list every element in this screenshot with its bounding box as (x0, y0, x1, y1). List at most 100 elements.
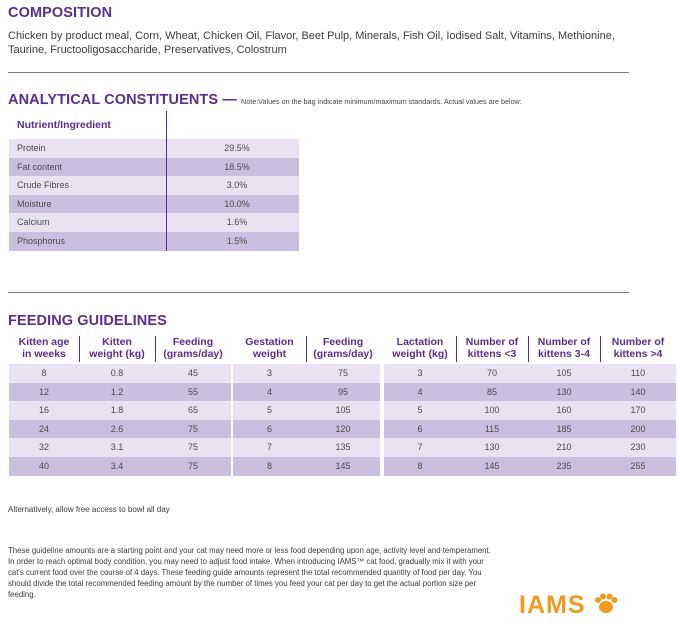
kitten-table: 8 0.8 45 12 1.2 55 16 1.8 65 24 2.6 75 32 3.1 75 40 3.4 7… (9, 364, 231, 476)
composition-text: Chicken by product meal, Corn, Wheat, Ch… (8, 30, 615, 56)
table-cell: 3 (266, 368, 272, 378)
table-cell: 8 (41, 368, 47, 378)
lactation-column-header: Number of kittens >4 (611, 336, 665, 360)
table-cell: 100 (484, 405, 500, 416)
table-row: Protein 29.5% (9, 139, 299, 158)
table-cell: 7 (266, 442, 272, 453)
table-cell: 130 (484, 442, 500, 453)
table-cell: 32 (38, 442, 49, 453)
table-cell: 16 (38, 405, 49, 416)
table-cell: 0.8 (110, 368, 124, 378)
lactation-column-header: Number of kittens <3 (465, 336, 519, 360)
table-cell: 255 (630, 460, 646, 471)
nutrient-name: Calcium (17, 217, 50, 228)
table-cell: 1.8 (110, 405, 124, 416)
table-cell: 135 (335, 442, 351, 453)
column-divider (306, 336, 307, 362)
table-row: 4 85 130 140 (384, 382, 676, 402)
table-cell: 140 (630, 386, 646, 397)
table-cell: 75 (337, 368, 348, 378)
table-cell: 3 (417, 368, 423, 378)
divider (8, 72, 629, 73)
table-cell: 7 (417, 442, 423, 453)
table-cell: 130 (556, 386, 572, 397)
table-row: 3 70 105 110 (384, 364, 676, 383)
table-cell: 4 (266, 386, 272, 397)
analytical-table: Nutrient/Ingredient Protein 29.5% Fat cont… (9, 111, 299, 251)
table-cell: 95 (337, 386, 348, 397)
nutrient-value: 18.5% (224, 161, 250, 172)
column-divider (600, 336, 601, 362)
analytical-table-header: Nutrient/Ingredient (9, 111, 299, 139)
table-cell: 185 (556, 423, 572, 434)
table-cell: 4 (417, 386, 423, 397)
table-cell: 8 (266, 460, 272, 471)
table-cell: 145 (335, 460, 351, 471)
table-row: 16 1.8 65 (9, 401, 231, 420)
table-cell: 1.2 (110, 386, 124, 397)
column-divider (528, 336, 529, 362)
nutrient-value: 10.0% (224, 198, 250, 209)
kitten-column-header: Kitten weight (kg) (89, 336, 145, 360)
table-row: 8 0.8 45 (9, 364, 231, 383)
table-row: 40 3.4 75 (9, 456, 231, 476)
table-row: 8 145 235 255 (384, 456, 676, 476)
table-row: 5 105 (233, 401, 380, 420)
table-row: 5 100 160 170 (384, 401, 676, 420)
table-cell: 8 (417, 460, 423, 471)
table-divider (166, 111, 167, 251)
table-cell: 105 (556, 368, 572, 378)
table-cell: 5 (417, 405, 423, 416)
table-cell: 6 (417, 423, 423, 434)
nutrient-value: 29.5% (224, 143, 250, 153)
table-cell: 145 (484, 460, 500, 471)
table-cell: 45 (187, 368, 198, 378)
table-cell: 75 (187, 460, 198, 471)
table-row: 24 2.6 75 (9, 419, 231, 439)
table-cell: 160 (556, 405, 572, 416)
table-cell: 170 (630, 405, 646, 416)
table-cell: 85 (486, 386, 497, 397)
alternative-note: Alternatively, allow free access to bowl… (8, 505, 170, 514)
table-cell: 3.4 (110, 460, 124, 471)
nutrient-value: 3.0% (226, 180, 248, 191)
table-cell: 5 (266, 405, 272, 416)
analytical-note: Note:Values on the bag indicate minimum/… (241, 97, 522, 106)
nutrient-name: Fat content (17, 161, 63, 172)
nutrient-name: Moisture (17, 198, 52, 209)
lactation-column-header: Number of kittens 3-4 (537, 336, 591, 360)
table-cell: 115 (484, 423, 500, 434)
gestation-column-header: Gestation weight (245, 336, 294, 360)
kitten-column-header: Kitten age in weeks (18, 336, 70, 360)
table-cell: 3.1 (110, 442, 124, 453)
table-row: Moisture 10.0% (9, 194, 299, 214)
table-cell: 40 (38, 460, 49, 471)
table-cell: 65 (187, 405, 198, 416)
table-cell: 210 (556, 442, 572, 453)
lactation-column-header: Lactation weight (kg) (392, 336, 448, 360)
table-cell: 2.6 (110, 423, 124, 434)
lactation-table: 3 70 105 110 4 85 130 140 5 100 160 170 6 115 185 200 7 1… (384, 364, 676, 476)
gestation-column-header: Feeding (grams/day) (313, 336, 373, 360)
column-divider (456, 336, 457, 362)
nutrient-value: 1.6% (226, 217, 248, 228)
table-cell: 12 (38, 386, 49, 397)
analytical-title: ANALYTICAL CONSTITUENTS (8, 92, 219, 108)
table-cell: 200 (630, 423, 646, 434)
table-row: 7 130 210 230 (384, 438, 676, 457)
composition-heading: COMPOSITION (8, 5, 113, 21)
table-cell: 120 (335, 423, 351, 434)
table-row: Fat content 18.5% (9, 157, 299, 177)
table-row: 8 145 (233, 456, 380, 476)
logo-text: IAMS (519, 591, 586, 619)
table-cell: 230 (630, 442, 646, 453)
column-divider (79, 336, 80, 362)
nutrient-name: Protein (17, 143, 46, 153)
table-cell: 110 (630, 368, 646, 378)
nutrient-name: Phosphorus (17, 235, 66, 246)
iams-logo: IAMS (519, 591, 619, 620)
table-row: 12 1.2 55 (9, 382, 231, 402)
table-cell: 235 (556, 460, 572, 471)
guideline-note: These guideline amounts are a starting p… (8, 546, 491, 599)
table-row: 6 115 185 200 (384, 419, 676, 439)
